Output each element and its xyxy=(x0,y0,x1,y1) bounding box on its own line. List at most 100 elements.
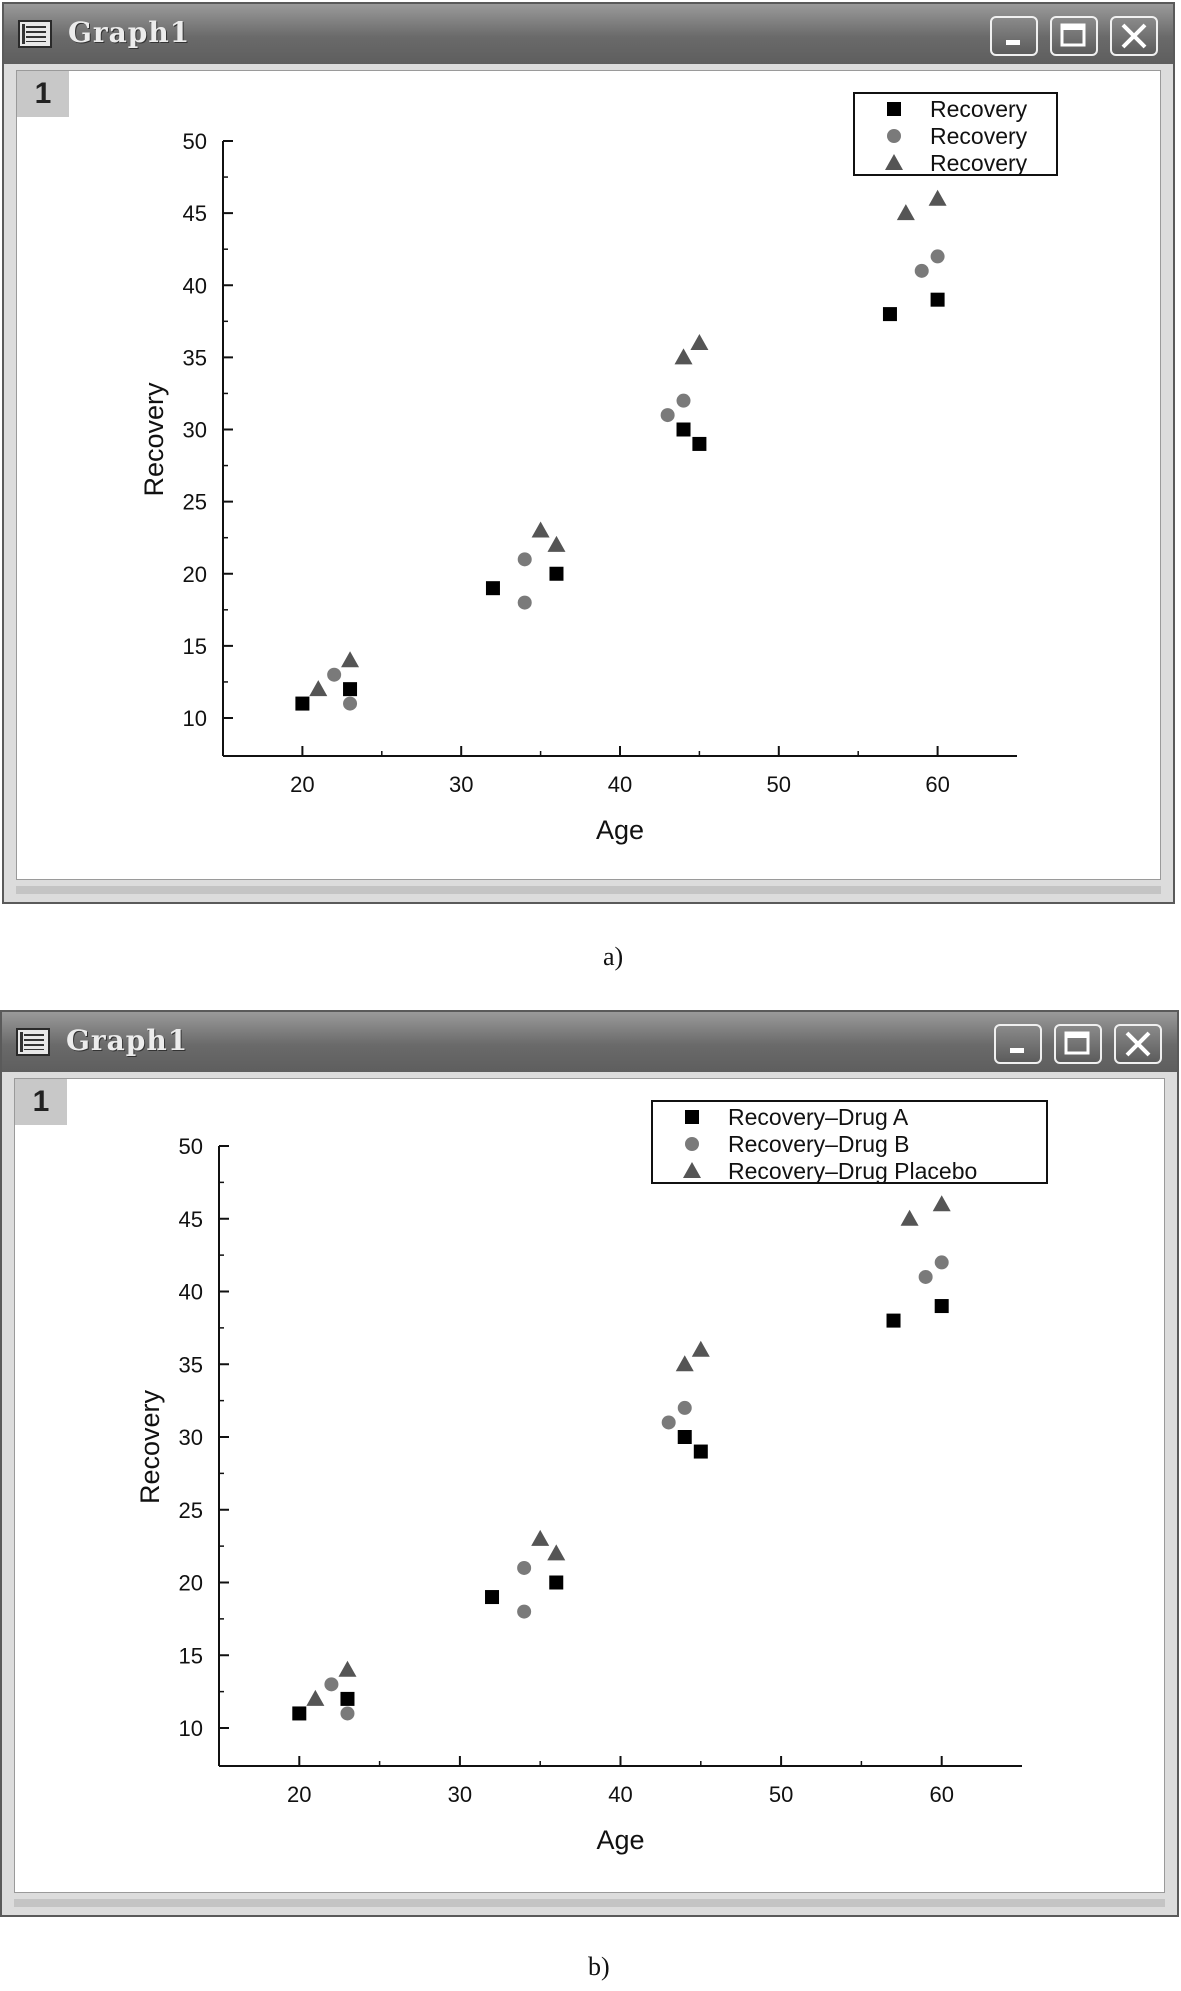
maximize-button[interactable] xyxy=(1050,16,1098,56)
data-point xyxy=(934,1299,949,1314)
data-point xyxy=(900,1209,919,1226)
data-point xyxy=(674,348,693,365)
series-2 xyxy=(324,1255,949,1721)
legend-label: Recovery–Drug B xyxy=(728,1131,910,1157)
data-point xyxy=(676,393,691,408)
maximize-button[interactable] xyxy=(1054,1024,1102,1064)
data-point xyxy=(517,595,532,610)
data-point xyxy=(932,1195,951,1212)
legend-label: Recovery–Drug Placebo xyxy=(728,1158,977,1184)
y-tick-label: 35 xyxy=(179,1352,203,1377)
graph-window-icon[interactable] xyxy=(18,20,52,48)
y-tick-label: 25 xyxy=(179,1498,203,1523)
data-point xyxy=(517,1604,532,1619)
legend-marker xyxy=(887,102,901,116)
data-point xyxy=(930,249,945,264)
close-button[interactable] xyxy=(1114,1024,1162,1064)
data-point xyxy=(547,1544,566,1561)
data-point xyxy=(693,1444,708,1459)
data-point xyxy=(531,521,550,538)
data-point xyxy=(340,1691,355,1706)
series-1 xyxy=(295,292,945,711)
y-tick-label: 15 xyxy=(179,1643,203,1668)
data-point xyxy=(918,1269,933,1284)
legend-marker xyxy=(885,154,903,170)
legend-marker xyxy=(683,1162,701,1178)
data-point xyxy=(343,682,358,697)
horizontal-scrollbar[interactable] xyxy=(14,1899,1165,1907)
x-tick-label: 50 xyxy=(767,772,791,797)
layer-1-tab[interactable]: 1 xyxy=(15,1079,67,1125)
data-point xyxy=(896,204,915,221)
close-button[interactable] xyxy=(1110,16,1158,56)
data-point xyxy=(485,581,500,596)
x-tick-label: 40 xyxy=(608,1782,632,1807)
y-tick-label: 25 xyxy=(183,490,207,515)
x-tick-label: 20 xyxy=(287,1782,311,1807)
minimize-icon xyxy=(1006,40,1020,45)
minimize-icon xyxy=(1010,1048,1024,1053)
data-point xyxy=(338,1660,357,1677)
data-point xyxy=(690,333,709,350)
legend-label: Recovery–Drug A xyxy=(728,1104,909,1130)
close-icon xyxy=(1121,23,1147,49)
data-point xyxy=(691,1340,710,1357)
y-tick-label: 45 xyxy=(183,201,207,226)
y-tick-label: 45 xyxy=(179,1207,203,1232)
data-point xyxy=(675,1355,694,1372)
data-point xyxy=(517,552,532,567)
data-point xyxy=(661,1415,676,1430)
graph-page[interactable]: 1 10 15 20 25 30 35 40 45 50 20 30 40 50 60 Age Recover… xyxy=(14,1078,1165,1893)
data-point xyxy=(928,189,947,206)
graph-window-icon[interactable] xyxy=(16,1028,50,1056)
minimize-button[interactable] xyxy=(990,16,1038,56)
series-1 xyxy=(292,1299,949,1721)
minimize-button[interactable] xyxy=(994,1024,1042,1064)
data-point xyxy=(882,307,897,322)
legend-label: Recovery xyxy=(930,150,1028,176)
y-tick-label: 50 xyxy=(183,129,207,154)
data-point xyxy=(930,292,945,307)
y-tick-label: 20 xyxy=(183,562,207,587)
horizontal-scrollbar[interactable] xyxy=(16,886,1161,894)
maximize-icon xyxy=(1064,1031,1090,1055)
data-point xyxy=(485,1590,500,1605)
layer-1-tab[interactable]: 1 xyxy=(17,71,69,117)
y-tick-label: 30 xyxy=(179,1425,203,1450)
y-tick-label: 40 xyxy=(183,273,207,298)
x-tick-label: 30 xyxy=(449,772,473,797)
panel-caption-a: a) xyxy=(603,942,624,971)
data-point xyxy=(341,651,360,668)
x-tick-label: 40 xyxy=(608,772,632,797)
data-point xyxy=(306,1689,325,1706)
x-tick-label: 60 xyxy=(929,1782,953,1807)
legend-label: Recovery xyxy=(930,123,1028,149)
data-point xyxy=(547,535,566,552)
graph-page[interactable]: 1 10 15 20 25 30 35 40 45 50 20 30 40 50 60 Age Recover… xyxy=(16,70,1161,880)
title-bar[interactable]: Graph1 xyxy=(4,4,1173,64)
x-tick-label: 20 xyxy=(290,772,314,797)
legend-marker xyxy=(685,1137,699,1151)
graph-window-a[interactable]: Graph1 1 10 15 20 25 30 35 40 45 50 20 30 40 50 60 Age… xyxy=(2,2,1175,904)
y-tick-label: 10 xyxy=(183,706,207,731)
data-point xyxy=(549,566,564,581)
y-tick-label: 10 xyxy=(179,1716,203,1741)
y-axis-label: Recovery xyxy=(135,1389,165,1504)
x-axis-label: Age xyxy=(596,1825,644,1855)
data-point xyxy=(549,1575,564,1590)
graph-window-b[interactable]: Graph1 1 10 15 20 25 30 35 40 45 50 20 30 40 50 60 Age… xyxy=(0,1010,1179,1917)
y-tick-label: 20 xyxy=(179,1571,203,1596)
data-point xyxy=(309,680,328,697)
y-tick-label: 30 xyxy=(183,418,207,443)
legend-marker xyxy=(685,1110,699,1124)
x-tick-label: 30 xyxy=(448,1782,472,1807)
title-bar[interactable]: Graph1 xyxy=(2,1012,1177,1072)
series-3 xyxy=(306,1195,951,1706)
data-point xyxy=(343,696,358,711)
data-point xyxy=(886,1313,901,1328)
data-point xyxy=(295,696,310,711)
data-point xyxy=(324,1677,339,1692)
